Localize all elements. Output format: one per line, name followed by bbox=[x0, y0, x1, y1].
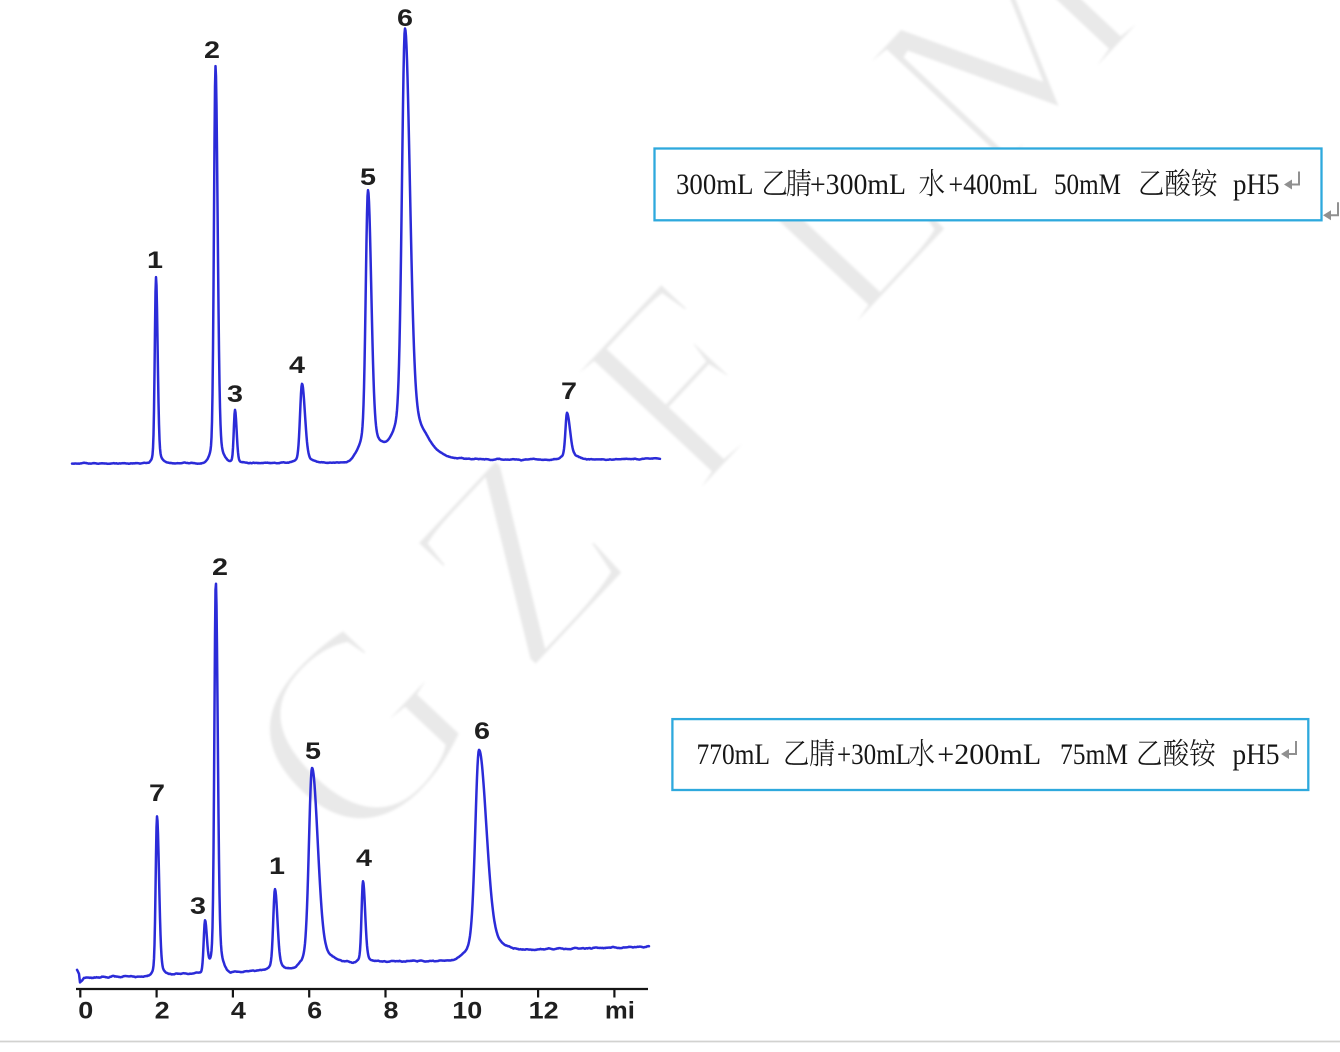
svg-text:6: 6 bbox=[307, 998, 322, 1025]
svg-text:8: 8 bbox=[384, 998, 399, 1025]
svg-text:7: 7 bbox=[561, 378, 577, 405]
svg-text:2: 2 bbox=[155, 998, 170, 1025]
svg-text:6: 6 bbox=[397, 5, 413, 32]
svg-text:5: 5 bbox=[360, 164, 376, 191]
svg-text:75mM: 75mM bbox=[1060, 738, 1128, 771]
svg-text:2: 2 bbox=[212, 554, 228, 581]
svg-text:3: 3 bbox=[190, 893, 206, 920]
svg-text:+30mL: +30mL bbox=[837, 738, 911, 771]
svg-text:50mM: 50mM bbox=[1054, 168, 1121, 201]
svg-text:4: 4 bbox=[231, 998, 247, 1025]
svg-text:2: 2 bbox=[204, 37, 220, 64]
svg-text:1: 1 bbox=[147, 247, 163, 274]
svg-text:+300mL: +300mL bbox=[810, 168, 906, 201]
svg-text:300mL: 300mL bbox=[676, 168, 754, 201]
svg-text:pH5: pH5 bbox=[1233, 738, 1280, 771]
svg-text:7: 7 bbox=[149, 780, 165, 807]
svg-text:4: 4 bbox=[356, 845, 373, 872]
svg-text:+400mL: +400mL bbox=[949, 168, 1039, 201]
svg-text:+200mL: +200mL bbox=[937, 738, 1041, 771]
svg-text:4: 4 bbox=[289, 352, 306, 379]
svg-text:0: 0 bbox=[78, 998, 93, 1025]
svg-text:pH5: pH5 bbox=[1233, 168, 1280, 201]
svg-text:3: 3 bbox=[227, 381, 243, 408]
svg-text:5: 5 bbox=[305, 738, 321, 765]
svg-text:mi: mi bbox=[605, 998, 635, 1025]
svg-text:1: 1 bbox=[269, 853, 285, 880]
svg-text:10: 10 bbox=[452, 998, 482, 1025]
svg-text:770mL: 770mL bbox=[697, 738, 771, 771]
svg-text:12: 12 bbox=[529, 998, 559, 1025]
svg-text:6: 6 bbox=[474, 718, 490, 745]
